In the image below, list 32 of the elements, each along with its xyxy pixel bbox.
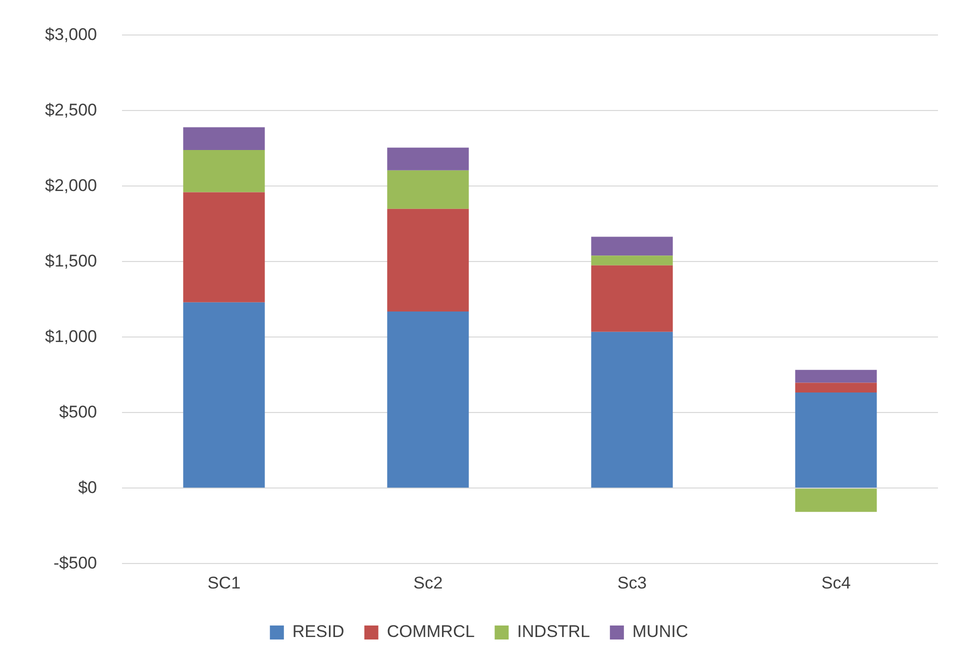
bar: [795, 488, 877, 512]
y-tick-label: $1,000: [44, 326, 97, 346]
legend-label: COMMRCL: [386, 622, 475, 642]
bar: [183, 127, 265, 150]
bar: [591, 265, 673, 332]
x-tick-label: Sc2: [413, 573, 443, 592]
y-tick-label: $1,500: [44, 251, 97, 270]
legend-label: RESID: [292, 622, 344, 642]
bar: [591, 332, 673, 488]
y-tick-label: $2,000: [44, 176, 97, 195]
y-tick-label: $0: [78, 478, 97, 497]
x-tick-label: SC1: [207, 573, 241, 592]
bar: [387, 208, 469, 312]
x-tick-label: Sc3: [617, 573, 647, 592]
bar: [795, 370, 877, 383]
bar: [387, 148, 469, 170]
bar: [183, 192, 265, 302]
x-tick-label: Sc4: [821, 573, 851, 592]
y-tick-label: $3,000: [44, 24, 97, 44]
y-tick-label: $2,500: [44, 100, 97, 120]
bar: [795, 382, 877, 393]
bar: [183, 150, 265, 192]
y-tick-label: -$500: [54, 553, 97, 572]
legend-label: MUNIC: [632, 622, 688, 642]
bar: [795, 392, 877, 488]
bar: [387, 311, 469, 488]
bar: [387, 170, 469, 209]
bar: [183, 302, 265, 488]
legend-label: INDSTRL: [517, 622, 590, 642]
y-tick-label: $500: [59, 402, 97, 422]
bar: [591, 236, 673, 256]
bar: [591, 256, 673, 266]
